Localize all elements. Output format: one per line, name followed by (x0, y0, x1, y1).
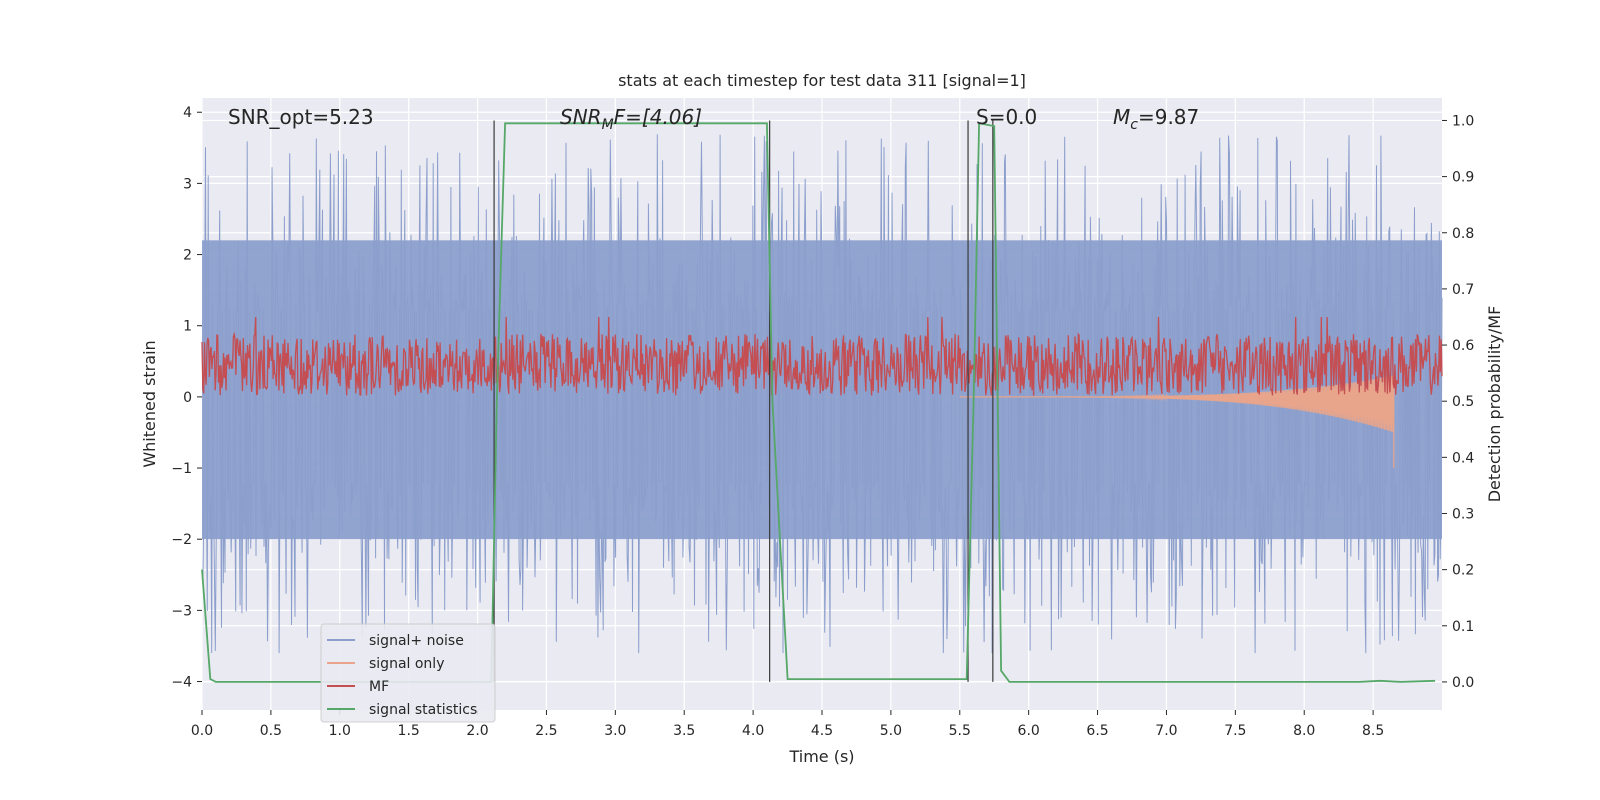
y-right-tick-label: 0.1 (1452, 619, 1474, 635)
y-right-tick-label: 0.3 (1452, 506, 1474, 522)
y-right-tick-label: 0.2 (1452, 563, 1474, 579)
mf-line (201, 316, 1443, 396)
y-tick-label: −4 (171, 675, 192, 691)
legend-label: MF (369, 679, 389, 695)
snr-mf-rest: F=[4.06] (614, 105, 702, 129)
mc-rest: =9.87 (1138, 105, 1199, 129)
y-tick-label: 4 (183, 105, 192, 121)
x-tick-label: 6.0 (1018, 723, 1040, 739)
signal-only-line (959, 375, 1395, 468)
y-right-tick-label: 0.4 (1452, 450, 1474, 466)
y-right-tick-label: 0.8 (1452, 226, 1474, 242)
snr-mf-annotation: SNRMF=[4.06] (560, 105, 702, 133)
snr-mf-base: SNR (560, 105, 602, 129)
x-tick-label: 1.0 (329, 723, 351, 739)
y-tick-label: 0 (183, 390, 192, 406)
legend-label: signal+ noise (369, 633, 464, 649)
legend-label: signal statistics (369, 702, 477, 718)
s-annotation: S=0.0 (976, 105, 1037, 129)
x-tick-label: 5.0 (880, 723, 902, 739)
x-tick-label: 6.5 (1086, 723, 1108, 739)
mc-sub: c (1130, 117, 1138, 133)
x-axis-label: Time (s) (788, 747, 854, 766)
y-tick-label: 1 (183, 319, 192, 335)
mc-annotation: Mc=9.87 (1113, 105, 1199, 133)
y-right-tick-label: 0.7 (1452, 282, 1474, 298)
x-tick-label: 3.0 (604, 723, 626, 739)
signal-only-layer (959, 375, 1395, 468)
y-tick-label: 2 (183, 248, 192, 264)
mf-layer (201, 316, 1443, 396)
axis-ticks: 0.0 0.5 1.0 1.5 2.0 2.5 3.0 3.5 4.0 4.5 5.0 5.5 6.0 6… (171, 105, 1474, 739)
legend: signal+ noise signal only MF signal statist… (320, 623, 496, 723)
x-tick-label: 0.5 (260, 723, 282, 739)
x-tick-label: 8.0 (1293, 723, 1315, 739)
y-right-tick-label: 0.9 (1452, 170, 1474, 186)
y-tick-label: −1 (171, 461, 192, 477)
mc-base: M (1113, 105, 1130, 129)
y-axis-right-label: Detection probability/MF (1485, 306, 1504, 503)
x-tick-label: 4.5 (811, 723, 833, 739)
y-tick-label: −3 (171, 603, 192, 619)
legend-label: signal only (369, 656, 444, 672)
y-tick-label: 3 (183, 176, 192, 192)
x-tick-label: 1.5 (398, 723, 420, 739)
chart-title: stats at each timestep for test data 311… (618, 71, 1026, 90)
y-right-tick-label: 0.6 (1452, 338, 1474, 354)
x-tick-label: 3.5 (673, 723, 695, 739)
snr-mf-sub: M (602, 117, 614, 133)
y-right-tick-label: 0.5 (1452, 394, 1474, 410)
y-right-tick-label: 0.0 (1452, 675, 1474, 691)
vertical-markers (493, 120, 994, 682)
y-tick-label: −2 (171, 532, 192, 548)
y-right-tick-label: 1.0 (1452, 113, 1474, 129)
y-axis-label: Whitened strain (140, 340, 159, 467)
snr-opt-annotation: SNR_opt=5.23 (228, 105, 374, 129)
x-tick-label: 7.5 (1224, 723, 1246, 739)
signal-noise-layer (201, 134, 1443, 654)
x-tick-label: 0.0 (191, 723, 213, 739)
x-tick-label: 8.5 (1362, 723, 1384, 739)
x-tick-label: 4.0 (742, 723, 764, 739)
x-tick-label: 2.5 (535, 723, 557, 739)
x-tick-label: 5.5 (949, 723, 971, 739)
legend-box (320, 623, 496, 723)
x-tick-label: 2.0 (466, 723, 488, 739)
x-tick-label: 7.0 (1155, 723, 1177, 739)
